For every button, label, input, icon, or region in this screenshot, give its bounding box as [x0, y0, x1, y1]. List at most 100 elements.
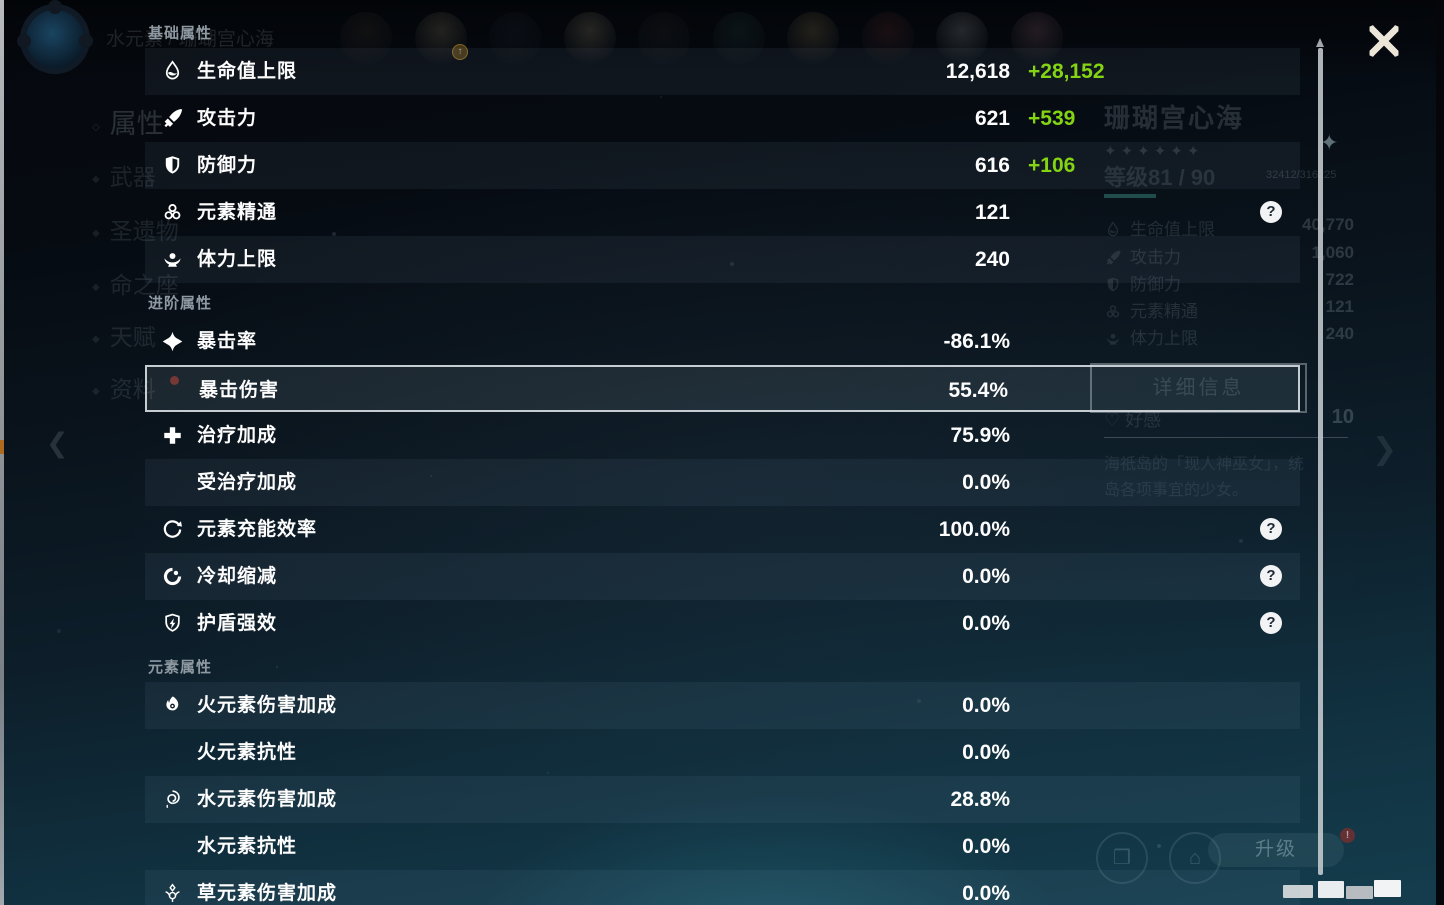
stat-value: 12,618: [945, 60, 1010, 83]
stat-label: 受治疗加成: [197, 472, 298, 493]
summary-stat-row: 体力上限 240: [1104, 324, 1354, 351]
summary-stat-value: 722: [1325, 270, 1354, 289]
sidebar-item-5[interactable]: ◆ 天赋: [92, 318, 156, 352]
friendship-label: 好感: [1125, 410, 1162, 430]
summary-stat-label: 元素精通: [1130, 302, 1198, 321]
sidebar-item-2[interactable]: ◆ 武器: [92, 158, 156, 192]
friendship-level: 10: [1331, 406, 1354, 428]
level-progress-bar: [1104, 194, 1156, 198]
stat-row[interactable]: 生命值上限 12,618 +28,152: [145, 48, 1300, 95]
party-avatar[interactable]: [936, 12, 988, 64]
party-avatar[interactable]: [489, 12, 541, 64]
stat-row[interactable]: 体力上限 240: [145, 236, 1300, 283]
stat-value: 0.0%: [962, 471, 1010, 494]
scrollbar[interactable]: [1318, 48, 1323, 875]
stat-row[interactable]: 冷却缩减 0.0%?: [145, 553, 1300, 600]
hydro-icon: [161, 788, 184, 811]
help-icon[interactable]: ?: [1260, 518, 1282, 540]
party-avatar[interactable]: [1010, 12, 1063, 64]
sidebar-item-label: 命之座: [109, 272, 179, 298]
stat-row[interactable]: 水元素伤害加成 28.8%: [145, 776, 1300, 823]
stat-row[interactable]: 护盾强效 0.0%?: [145, 600, 1300, 647]
stat-row[interactable]: 防御力 616 +106: [145, 142, 1300, 189]
sidebar-item-label: 属性: [109, 109, 164, 139]
party-avatar[interactable]: [712, 12, 765, 64]
stat-label: 元素精通: [197, 202, 278, 223]
sidebar-item-label: 天赋: [109, 324, 156, 350]
stat-row[interactable]: 治疗加成 75.9%: [145, 412, 1300, 459]
stat-row[interactable]: 火元素抗性 0.0%: [145, 729, 1300, 776]
help-icon[interactable]: ?: [1260, 201, 1282, 223]
stat-row[interactable]: 水元素抗性 0.0%: [145, 823, 1300, 870]
chevron-right-icon: ❯: [1372, 433, 1398, 466]
stat-row[interactable]: 受治疗加成 0.0%: [145, 459, 1300, 506]
diamond-bullet-icon: ◆: [92, 334, 100, 345]
sidebar-item-3[interactable]: ◆ 圣遗物: [92, 212, 179, 246]
stat-label: 草元素伤害加成: [197, 883, 338, 904]
summary-stat-value: 121: [1325, 297, 1354, 316]
card-button[interactable]: ❒: [1096, 832, 1148, 884]
sidebar-item-6[interactable]: ◆ 资料: [92, 370, 156, 404]
party-avatar[interactable]: [638, 12, 690, 64]
rarity-stars: ✦✦✦✦✦✦: [1104, 143, 1204, 160]
stat-row[interactable]: 元素精通 121?: [145, 189, 1300, 236]
chevron-left-icon[interactable]: ❮: [46, 428, 69, 458]
avatar-levelup-badge: ↑: [452, 44, 468, 60]
stat-row[interactable]: 暴击率 -86.1%: [145, 318, 1300, 365]
hp-icon: [161, 60, 184, 83]
stat-value: 0.0%: [962, 565, 1010, 588]
party-avatar[interactable]: [340, 12, 392, 64]
stat-value: 28.8%: [950, 788, 1010, 811]
element-emblem-icon: [17, 0, 93, 74]
atk-icon: [1104, 249, 1122, 267]
crit-icon: [161, 330, 184, 353]
divider: [1104, 437, 1348, 438]
scrollbar-arrow[interactable]: [1316, 38, 1324, 47]
stat-label: 治疗加成: [197, 425, 278, 446]
pyro-icon: [161, 694, 184, 717]
character-description-line: 岛各项事宜的少女。: [1104, 482, 1249, 499]
stat-value: 616: [974, 154, 1010, 177]
stat-row[interactable]: 草元素伤害加成 0.0%: [145, 870, 1300, 905]
sidebar-item-label: 武器: [109, 164, 156, 190]
stat-label: 暴击伤害: [199, 380, 280, 401]
stat-row[interactable]: 元素充能效率 100.0%?: [145, 506, 1300, 553]
party-avatar[interactable]: [787, 12, 839, 64]
summary-stat-value: 240: [1325, 324, 1354, 343]
stat-label: 护盾强效: [197, 613, 278, 634]
screen-edge-mark: [0, 440, 4, 454]
stat-label: 攻击力: [197, 108, 258, 129]
help-icon[interactable]: ?: [1260, 612, 1282, 634]
party-avatar[interactable]: [563, 12, 616, 64]
summary-stat-label: 防御力: [1130, 275, 1181, 294]
stat-value: 100.0%: [938, 518, 1010, 541]
stat-label: 水元素抗性: [197, 836, 298, 857]
details-button[interactable]: 详细信息: [1090, 363, 1307, 413]
stat-row[interactable]: 攻击力 621 +539: [145, 95, 1300, 142]
sidebar-item-1[interactable]: ◇ 属性: [92, 102, 164, 141]
stat-row[interactable]: 暴击伤害 55.4%: [145, 365, 1300, 412]
censored-watermark: [1318, 881, 1344, 898]
emblem-knob: [79, 34, 93, 48]
attribute-detail-overlay: 基础属性 生命值上限 12,618 +28,152 攻击力 621 +539 防御力 616 +1…: [145, 0, 1300, 905]
stat-value: 0.0%: [962, 882, 1010, 905]
help-icon[interactable]: ?: [1260, 565, 1282, 587]
screen-edge: [1436, 0, 1444, 905]
section-header: 基础属性: [148, 25, 213, 42]
cooldown-icon: [161, 565, 184, 588]
stat-label: 冷却缩减: [197, 566, 278, 587]
stat-label: 防御力: [197, 155, 258, 176]
def-icon: [161, 154, 184, 177]
outfit-button[interactable]: ⌂: [1169, 832, 1221, 884]
censored-watermark: [1283, 885, 1313, 898]
summary-stat-label: 攻击力: [1130, 248, 1181, 267]
diamond-bullet-icon: ◆: [92, 228, 100, 239]
sidebar-item-label: 圣遗物: [109, 218, 179, 244]
close-button[interactable]: [1362, 19, 1406, 63]
sidebar-item-label: 资料: [109, 376, 156, 402]
sidebar-item-4[interactable]: ◆ 命之座: [92, 266, 179, 300]
party-avatar[interactable]: [861, 12, 914, 64]
stat-row[interactable]: 火元素伤害加成 0.0%: [145, 682, 1300, 729]
heart-icon: ♡: [1104, 410, 1126, 430]
